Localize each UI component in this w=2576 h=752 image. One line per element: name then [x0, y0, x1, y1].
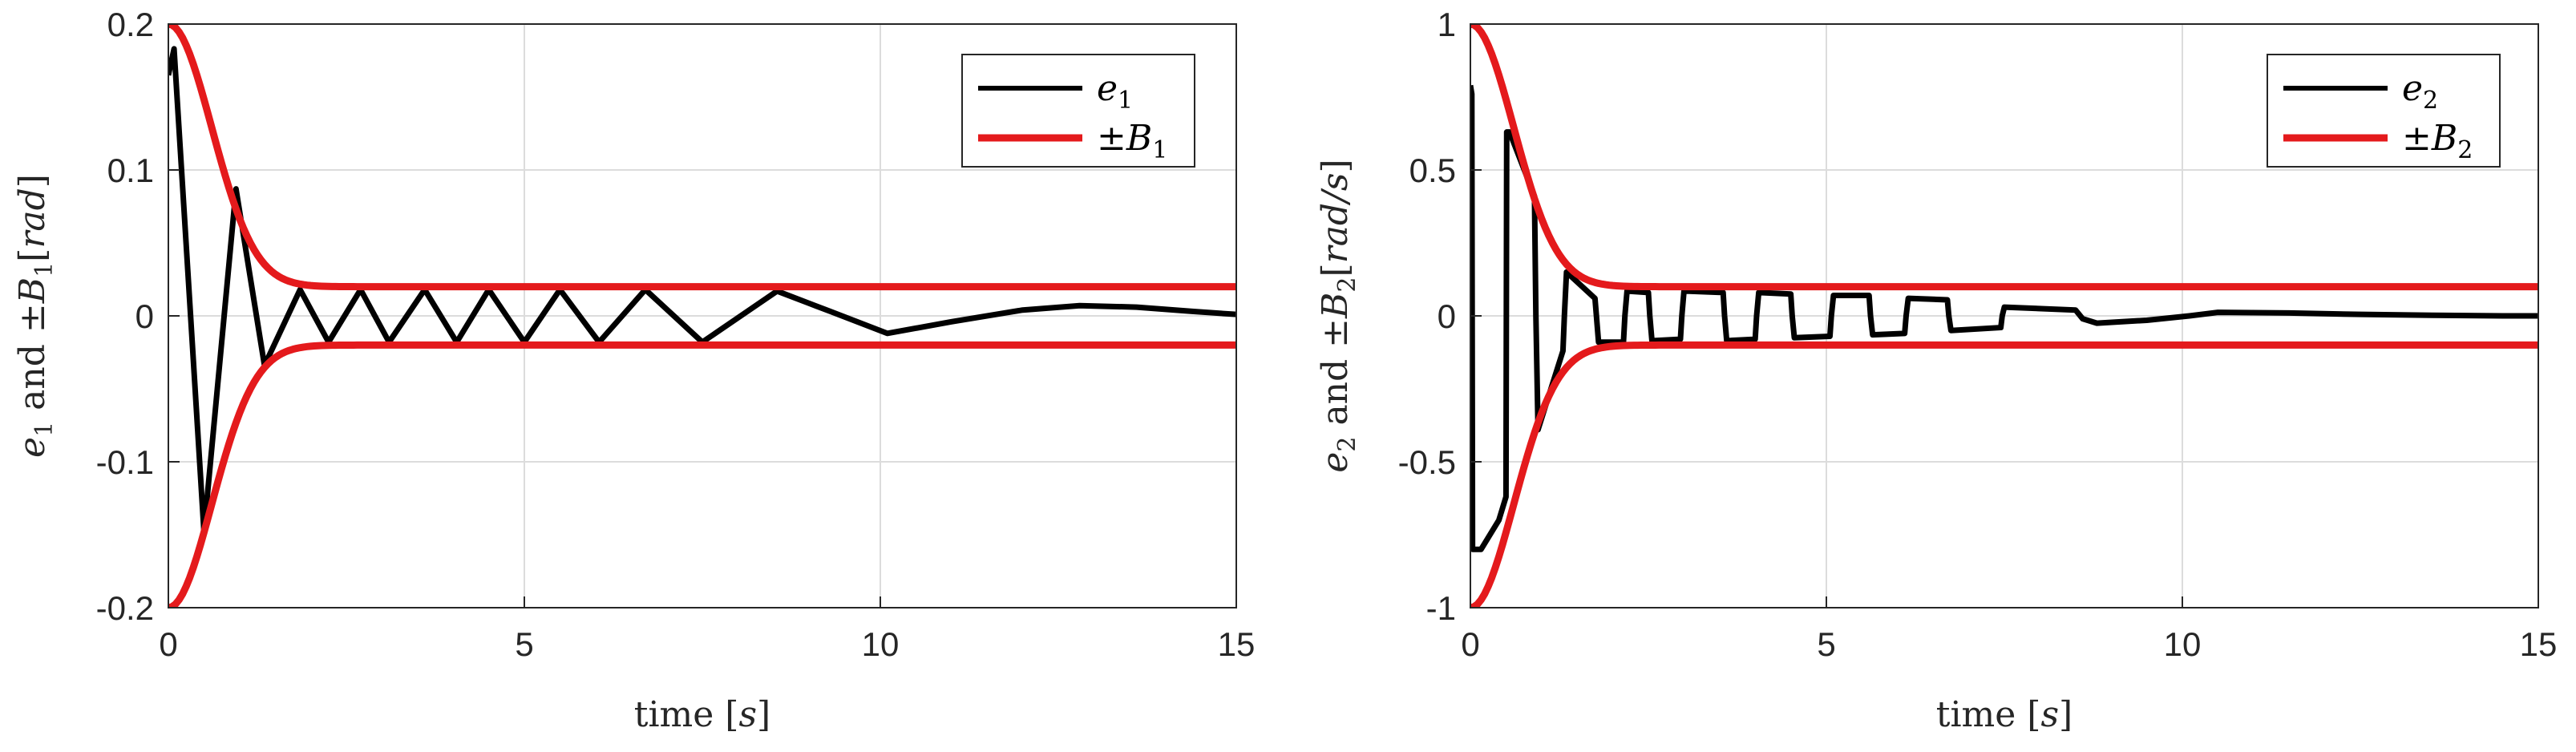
- legend: e2±B2: [2267, 54, 2501, 168]
- lower-bound-line: [1470, 341, 2538, 608]
- x-tick-label-3: 15: [2520, 625, 2558, 663]
- y-tick-label-0: -0.2: [96, 589, 154, 627]
- upper-bound-line: [1470, 24, 2538, 291]
- legend-box: [2267, 54, 2501, 168]
- series-layer: [168, 24, 1236, 608]
- y-tick-label-2: 0: [135, 297, 154, 335]
- y-tick-label-3: 0.5: [1409, 152, 1456, 189]
- legend-box: [961, 54, 1195, 168]
- y-tick-label-3: 0.1: [107, 152, 154, 189]
- left-chart: 0 5 10 15 -0.2 -0.1 0 0.1 0.2 time [s] e1 and ±B1[…: [12, 6, 1255, 735]
- x-tick-label-1: 5: [515, 625, 533, 663]
- legend-label-0: e1: [1097, 68, 1133, 115]
- x-tick-label-1: 5: [1817, 625, 1835, 663]
- y-axis-label: e1 and ±B1[rad]: [12, 174, 59, 458]
- y-axis-label: e2 and ±B2[rad/s]: [1315, 159, 1361, 472]
- legend: e1±B1: [961, 54, 1195, 168]
- legend-label-0: e2: [2402, 68, 2438, 115]
- y-tick-label-4: 0.2: [107, 6, 154, 43]
- legend-label-1: ±B1: [1097, 118, 1167, 164]
- y-tick-label-1: -0.5: [1398, 443, 1456, 481]
- upper-bound-line: [168, 24, 1236, 291]
- x-tick-label-0: 0: [159, 625, 177, 663]
- y-tick-label-2: 0: [1438, 297, 1456, 335]
- legend-label-1: ±B2: [2402, 118, 2473, 164]
- x-tick-label-2: 10: [862, 625, 900, 663]
- error-line-e1: [168, 46, 1236, 535]
- y-tick-label-0: -1: [1426, 589, 1456, 627]
- x-tick-label-0: 0: [1461, 625, 1479, 663]
- y-tick-label-4: 1: [1438, 6, 1456, 43]
- x-axis-label: time [s]: [1936, 694, 2073, 735]
- y-tick-label-1: -0.1: [96, 443, 154, 481]
- x-tick-label-2: 10: [2164, 625, 2202, 663]
- series-layer: [1470, 24, 2538, 608]
- lower-bound-line: [168, 341, 1236, 608]
- x-tick-label-3: 15: [1218, 625, 1256, 663]
- x-axis-label: time [s]: [634, 694, 770, 735]
- right-chart: 0 5 10 15 -1 -0.5 0 0.5 1 time [s] e2 and ±B2[rad/…: [1315, 6, 2557, 735]
